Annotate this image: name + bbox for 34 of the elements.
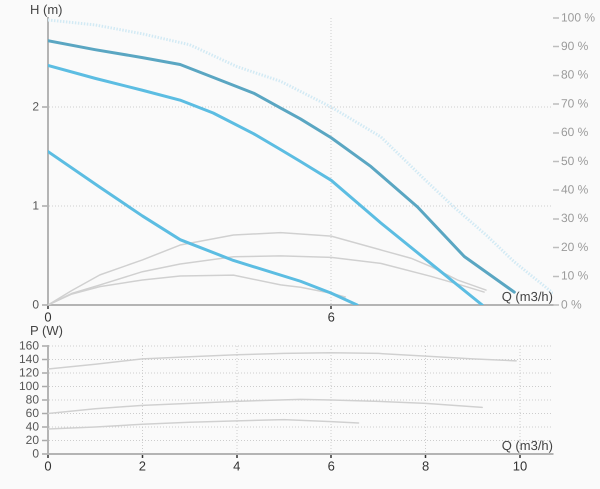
y-tick-label: 0 [32,297,40,312]
y-axis-title: P (W) [30,323,63,338]
y-tick-label: 160 [18,338,40,352]
y2-tick-label: 100 % [561,10,596,24]
y-tick-label: 1 [32,198,40,212]
x-tick-label: 2 [138,458,146,474]
y2-tick-label: 0 % [561,297,582,312]
y2-tick-label: 50 % [561,154,589,168]
y2-tick-label: 60 % [561,125,589,140]
x-tick-label: 10 [512,458,528,474]
y-tick-label: 60 [26,406,40,420]
x-axis-title: Q (m3/h) [502,289,553,304]
x-axis-title: Q (m3/h) [502,438,553,454]
y-tick-label: 0 [32,446,40,460]
y2-tick-label: 70 % [561,96,589,110]
x-tick-label: 8 [422,458,430,474]
y2-tick-label: 80 % [561,68,589,82]
y-tick-label: 120 [18,365,40,380]
y2-tick-label: 20 % [561,240,589,254]
y2-tick-label: 40 % [561,182,589,197]
x-tick-label: 4 [233,458,240,474]
x-tick-label: 0 [44,458,52,474]
y-tick-label: 80 [26,392,40,406]
y-tick-label: 2 [32,99,40,114]
x-tick-label: 6 [328,309,335,324]
x-tick-label: 6 [328,458,335,474]
y-axis-title: H (m) [30,2,62,18]
y2-tick-label: 30 % [561,211,589,226]
y2-tick-label: 10 % [561,268,589,283]
y-tick-label: 20 [26,432,40,447]
y-tick-label: 140 [18,352,40,366]
y2-tick-label: 90 % [561,39,589,54]
y-tick-label: 100 [18,378,40,393]
y-tick-label: 40 [26,419,40,434]
